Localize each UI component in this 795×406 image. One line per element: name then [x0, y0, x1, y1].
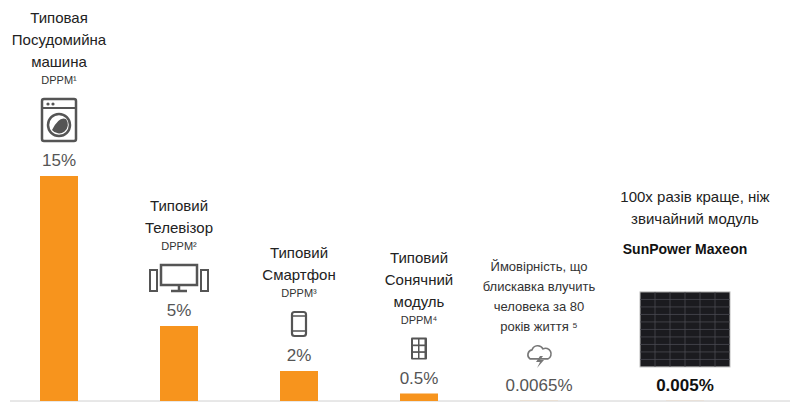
- icon-phone: [292, 312, 306, 336]
- data-label: 0.0065%: [505, 376, 572, 395]
- icon-part: [48, 114, 70, 136]
- icon-part: [640, 336, 730, 337]
- icon-part: [413, 353, 418, 358]
- data-label: 0.5%: [400, 369, 439, 388]
- category-label-line: человека за 80: [494, 299, 585, 314]
- icon-part: [178, 285, 181, 291]
- bar: [40, 176, 78, 401]
- icon-part: [52, 118, 68, 133]
- category-note: DPPM¹: [41, 74, 77, 86]
- category-label: Ймовірність, що блискавка влучить человека…: [483, 259, 596, 334]
- category-note: DPPM²: [161, 240, 197, 252]
- category-label: Типовий Телевізор: [145, 197, 213, 236]
- category-note: DPPM³: [281, 287, 317, 299]
- category-label-line: Типовая: [30, 9, 88, 26]
- icon-part: [150, 270, 157, 291]
- annotation-line: 100x разів краще, ніж: [620, 188, 769, 205]
- category-label-line: Типовий: [390, 249, 448, 266]
- icon-part: [292, 312, 306, 336]
- category-label-line: Посудомийна: [12, 31, 107, 48]
- icon-bigpanel: [640, 292, 730, 367]
- category-label-line: Типовий: [150, 197, 208, 214]
- icon-part: [51, 102, 54, 105]
- chart: 15% DPPM¹ Типовая Посудомийна машина 5% DPPM² Т…: [0, 0, 795, 406]
- annotation-line: звичайний модуль: [631, 210, 759, 227]
- category-label: Типовий Сонячний модуль: [385, 249, 453, 310]
- category-label-line: блискавка влучить: [483, 279, 596, 294]
- category-label-line: Ймовірність, що: [491, 259, 588, 274]
- category-note: DPPM⁴: [401, 314, 438, 326]
- category-label-line: Типовий: [270, 244, 328, 261]
- icon-part: [292, 315, 306, 317]
- icon-part: [42, 99, 76, 141]
- annotation: 100x разів краще, ніж звичайний модуль: [620, 188, 769, 227]
- icon-part: [292, 330, 306, 332]
- icon-part: [46, 102, 49, 105]
- category-label: SunPower Maxeon: [623, 241, 747, 257]
- category-label-line: машина: [31, 53, 87, 70]
- icon-part: [640, 344, 730, 345]
- category-label-line: SunPower Maxeon: [623, 241, 747, 257]
- category-label-line: Сонячний: [385, 271, 453, 288]
- data-label: 0.005%: [656, 376, 714, 395]
- icon-part: [201, 270, 208, 291]
- icon-part: [420, 346, 425, 351]
- icon-part: [640, 299, 730, 300]
- icon-part: [42, 107, 76, 109]
- bar: [280, 371, 318, 401]
- icon-part: [411, 338, 427, 360]
- icon-tv: [150, 265, 208, 291]
- icon-part: [640, 329, 730, 330]
- data-label: 15%: [42, 151, 76, 170]
- icon-part: [413, 346, 418, 351]
- icon-part: [420, 340, 425, 345]
- data-label: 2%: [287, 346, 312, 365]
- icon-part: [161, 265, 197, 285]
- icon-part: [640, 351, 730, 352]
- category-label-line: Телевізор: [145, 219, 213, 236]
- icon-part: [640, 321, 730, 322]
- icon-part: [640, 292, 730, 367]
- icon-part: [640, 306, 730, 307]
- category-label: Типовий Смартфон: [262, 244, 335, 283]
- icon-cloud: [528, 346, 551, 368]
- bar: [666, 400, 704, 401]
- category-label: Типовая Посудомийна машина: [12, 9, 107, 70]
- category-label-line: модуль: [394, 293, 445, 310]
- bar: [400, 394, 438, 402]
- category-label-line: років життя ⁵: [500, 319, 577, 334]
- category-label-line: Смартфон: [262, 266, 335, 283]
- icon-part: [420, 353, 425, 358]
- icon-panel: [411, 338, 427, 360]
- bar: [520, 400, 558, 401]
- icon-washer: [42, 99, 76, 141]
- icon-part: [640, 359, 730, 360]
- icon-part: [413, 340, 418, 345]
- icon-part: [640, 314, 730, 315]
- icon-part: [536, 356, 544, 368]
- bars: [40, 176, 704, 401]
- data-label: 5%: [167, 301, 192, 320]
- bar: [160, 326, 198, 401]
